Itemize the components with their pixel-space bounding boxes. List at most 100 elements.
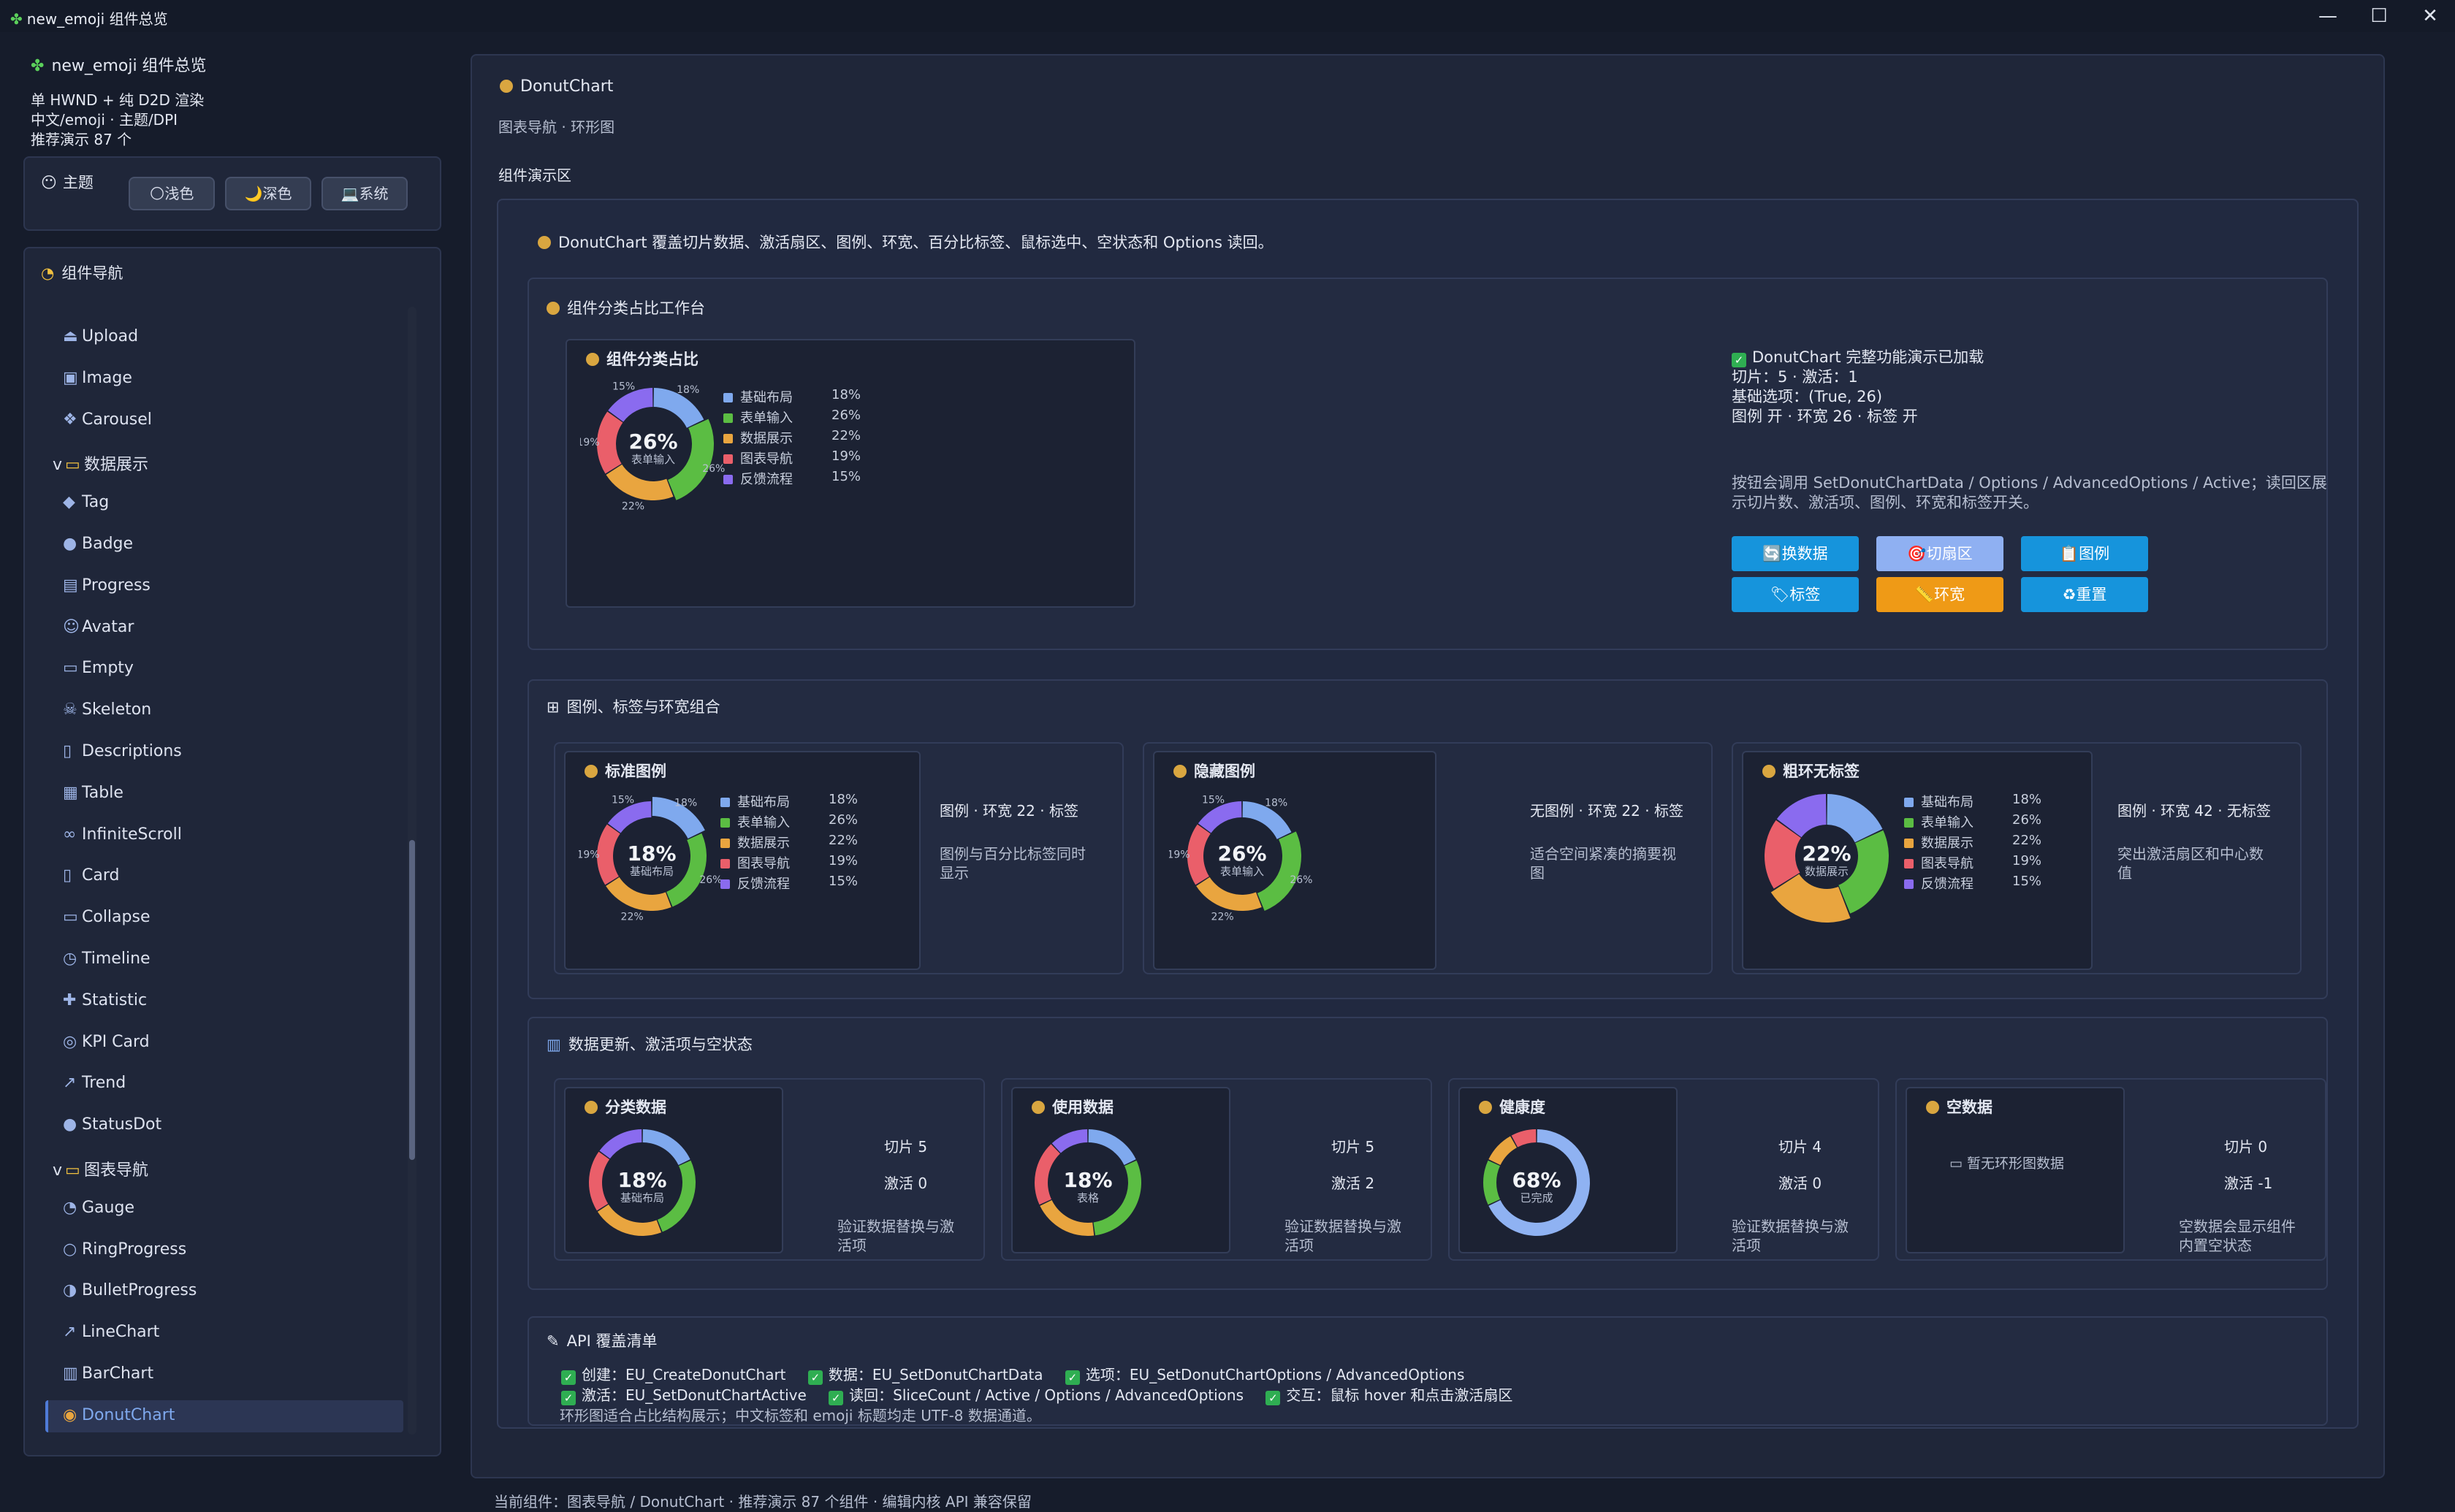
reset-button[interactable]: ♻重置 — [2021, 577, 2148, 612]
donut-slice[interactable] — [1187, 824, 1211, 885]
standard-donut[interactable]: 18%26%22%19%15%18%基础布局 — [579, 783, 725, 929]
legend-item[interactable]: 数据展示 22% — [1904, 833, 2050, 853]
legend-item[interactable]: 数据展示 22% — [720, 833, 867, 853]
sidebar-item-数据展示[interactable]: v ▭ 数据展示 — [53, 451, 148, 475]
thick-donut[interactable]: 22%数据展示 — [1754, 783, 1900, 929]
standard-chart-card[interactable]: 标准图例 18% 26% 22% 19% 15% 18% 基础布局 基础布局 18% 表单输入 2… — [564, 751, 921, 970]
sidebar-item-linechart[interactable]: ↗ LineChart — [63, 1323, 159, 1341]
sidebar-item-descriptions[interactable]: ▯ Descriptions — [63, 742, 182, 760]
health-donut[interactable]: 68%已完成 — [1474, 1120, 1599, 1245]
sidebar-item-barchart[interactable]: ▥ BarChart — [63, 1364, 153, 1383]
sidebar-item-statistic[interactable]: ✚ Statistic — [63, 991, 147, 1009]
legend-item[interactable]: 图表导航 19% — [720, 853, 867, 874]
thick-chart-card[interactable]: 粗环无标签 22% 数据展示 基础布局 18% 表单输入 26% 数据展示 22% 图表导航 1… — [1742, 751, 2093, 970]
donut-slice[interactable] — [668, 419, 714, 500]
donut-slice[interactable] — [589, 1151, 610, 1211]
donut-slice[interactable] — [607, 801, 652, 833]
donut-slice[interactable] — [652, 797, 705, 839]
donut-slice[interactable] — [666, 833, 707, 907]
donut-slice[interactable] — [599, 1129, 642, 1159]
donut-slice[interactable] — [1838, 830, 1889, 914]
legend-item[interactable]: 数据展示 22% — [723, 428, 869, 448]
sidebar-item-timeline[interactable]: ◷ Timeline — [63, 950, 151, 968]
legend-item[interactable]: 基础布局 18% — [720, 792, 867, 812]
legend-item[interactable]: 表单输入 26% — [1904, 812, 2050, 833]
sidebar-item-tag[interactable]: ◆ Tag — [63, 493, 109, 511]
sidebar-item-image[interactable]: ▣ Image — [63, 369, 132, 387]
sidebar-item-图表导航[interactable]: v ▭ 图表导航 — [53, 1157, 148, 1180]
donut-slice[interactable] — [606, 877, 671, 911]
sidebar-item-collapse[interactable]: ▭ Collapse — [63, 908, 151, 926]
sidebar-item-skeleton[interactable]: ☠ Skeleton — [63, 700, 151, 719]
minimize-button[interactable]: — — [2318, 5, 2337, 27]
usage-donut[interactable]: 18%表格 — [1026, 1120, 1150, 1245]
legend-item[interactable]: 图表导航 19% — [723, 448, 869, 469]
legend-item[interactable]: 图表导航 19% — [1904, 853, 2050, 874]
donut-slice[interactable] — [1088, 1129, 1136, 1165]
legend-item[interactable]: 基础布局 18% — [723, 387, 869, 408]
hidden-legend-chart-card[interactable]: 隐藏图例 18% 26% 22% 19% 15% 26% 表单输入 — [1153, 751, 1436, 970]
label-button[interactable]: 🏷标签 — [1732, 577, 1859, 612]
sidebar-item-bulletprogress[interactable]: ◑ BulletProgress — [63, 1281, 197, 1299]
sidebar-item-statusdot[interactable]: ● StatusDot — [63, 1115, 161, 1134]
category-chart-card[interactable]: 分类数据 18% 基础布局 — [564, 1087, 783, 1253]
sidebar-item-kpi-card[interactable]: ◎ KPI Card — [63, 1033, 150, 1051]
hidden-legend-donut[interactable]: 18%26%22%19%15%26%表单输入 — [1169, 783, 1315, 929]
donut-slice[interactable] — [1511, 1129, 1537, 1148]
ring-width-button[interactable]: 📏环宽 — [1876, 577, 2003, 612]
swap-data-button[interactable]: 🔄换数据 — [1732, 536, 1859, 571]
donut-slice[interactable] — [597, 824, 620, 885]
donut-slice[interactable] — [1196, 877, 1262, 911]
donut-slice[interactable] — [597, 411, 623, 474]
theme-light-button[interactable]: 🌕浅色 — [129, 177, 215, 210]
legend-item[interactable]: 反馈流程 15% — [723, 469, 869, 489]
empty-chart-card[interactable]: 空数据 ▭ 暂无环形图数据 — [1906, 1087, 2125, 1253]
donut-slice[interactable] — [606, 464, 674, 500]
category-donut[interactable]: 18%基础布局 — [580, 1120, 704, 1245]
nav-scrollbar-thumb[interactable] — [409, 840, 415, 1160]
legend-item[interactable]: 反馈流程 15% — [1904, 874, 2050, 894]
chevron-down-icon[interactable]: v — [53, 1161, 63, 1180]
donut-slice[interactable] — [1776, 794, 1827, 838]
theme-system-button[interactable]: 💻系统 — [321, 177, 408, 210]
donut-slice[interactable] — [1827, 794, 1883, 843]
sidebar-item-donutchart[interactable]: ◉ DonutChart — [63, 1406, 175, 1424]
donut-slice[interactable] — [1040, 1200, 1095, 1236]
sidebar-item-card[interactable]: ▯ Card — [63, 866, 119, 885]
donut-slice[interactable] — [1483, 1160, 1500, 1205]
donut-slice[interactable] — [1257, 831, 1301, 911]
sidebar-item-ringprogress[interactable]: ○ RingProgress — [63, 1240, 186, 1259]
health-chart-card[interactable]: 健康度 68% 已完成 — [1458, 1087, 1678, 1253]
switch-sector-button[interactable]: 🎯切扇区 — [1876, 536, 2003, 571]
close-button[interactable]: ✕ — [2422, 5, 2438, 27]
donut-slice[interactable] — [1242, 801, 1292, 839]
sidebar-item-empty[interactable]: ▭ Empty — [63, 659, 134, 677]
donut-slice[interactable] — [1035, 1144, 1060, 1205]
donut-slice[interactable] — [1770, 874, 1851, 923]
donut-slice[interactable] — [1765, 820, 1801, 889]
legend-button[interactable]: 📋图例 — [2021, 536, 2148, 571]
usage-chart-card[interactable]: 使用数据 18% 表格 — [1011, 1087, 1230, 1253]
legend-item[interactable]: 表单输入 26% — [723, 408, 869, 428]
donut-slice[interactable] — [1051, 1129, 1088, 1153]
sidebar-item-table[interactable]: ▦ Table — [63, 784, 123, 802]
sidebar-item-trend[interactable]: ↗ Trend — [63, 1074, 126, 1092]
sidebar-item-progress[interactable]: ▤ Progress — [63, 576, 151, 595]
donut-slice[interactable] — [1488, 1136, 1517, 1165]
sidebar-item-avatar[interactable]: ☺ Avatar — [63, 618, 134, 636]
nav-scrollbar-track[interactable] — [408, 307, 416, 1435]
workbench-chart-card[interactable]: 组件分类占比 18%26%22%19%15%26%表单输入 基础布局18%表单输… — [566, 339, 1135, 608]
sidebar-item-upload[interactable]: ⏏ Upload — [63, 327, 138, 345]
donut-slice[interactable] — [608, 388, 653, 422]
legend-item[interactable]: 表单输入 26% — [720, 812, 867, 833]
legend-item[interactable]: 反馈流程 15% — [720, 874, 867, 894]
maximize-button[interactable]: ☐ — [2370, 5, 2388, 27]
donut-slice[interactable] — [642, 1129, 690, 1165]
sidebar-item-gauge[interactable]: ◔ Gauge — [63, 1199, 134, 1217]
theme-dark-button[interactable]: 🌙深色 — [225, 177, 311, 210]
workbench-donut[interactable]: 18%26%22%19%15%26%表单输入 — [580, 371, 726, 517]
sidebar-item-infinitescroll[interactable]: ∞ InfiniteScroll — [63, 825, 182, 844]
donut-slice[interactable] — [657, 1160, 696, 1232]
chevron-down-icon[interactable]: v — [53, 456, 63, 475]
donut-slice[interactable] — [597, 1204, 662, 1236]
